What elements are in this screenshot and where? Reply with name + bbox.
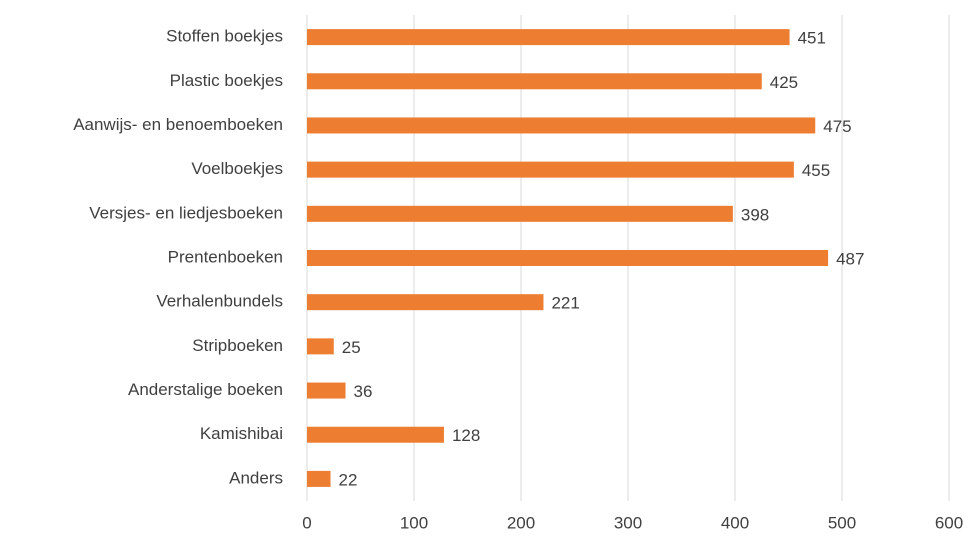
y-tick-label: Anderstalige boeken xyxy=(128,380,283,399)
y-tick-label: Plastic boekjes xyxy=(170,71,283,90)
data-label: 22 xyxy=(339,470,358,489)
x-tick-label: 400 xyxy=(721,513,749,532)
bar xyxy=(307,205,733,222)
x-tick-label: 500 xyxy=(828,513,856,532)
data-label: 425 xyxy=(770,73,798,92)
y-tick-label: Prentenboeken xyxy=(168,247,283,266)
bar xyxy=(307,382,346,399)
data-label: 398 xyxy=(741,205,769,224)
bar xyxy=(307,73,762,90)
bar xyxy=(307,161,794,178)
bar xyxy=(307,294,544,311)
y-tick-label: Aanwijs- en benoemboeken xyxy=(73,115,283,134)
x-tick-label: 300 xyxy=(614,513,642,532)
bar xyxy=(307,470,331,487)
x-tick-label: 600 xyxy=(935,513,963,532)
bar xyxy=(307,117,816,134)
bar xyxy=(307,338,334,355)
x-tick-label: 100 xyxy=(400,513,428,532)
bar xyxy=(307,29,790,46)
x-tick-label: 0 xyxy=(302,513,311,532)
data-label: 25 xyxy=(342,338,361,357)
x-tick-label: 200 xyxy=(507,513,535,532)
y-tick-label: Stoffen boekjes xyxy=(166,27,283,46)
bar xyxy=(307,426,444,443)
data-label: 455 xyxy=(802,161,830,180)
data-label: 487 xyxy=(836,249,864,268)
data-label: 475 xyxy=(823,117,851,136)
y-tick-label: Versjes- en liedjesboeken xyxy=(89,203,283,222)
y-tick-label: Anders xyxy=(229,468,283,487)
y-tick-label: Voelboekjes xyxy=(191,159,283,178)
bar xyxy=(307,250,829,266)
data-label: 36 xyxy=(354,382,373,401)
data-label: 451 xyxy=(798,29,826,48)
y-tick-label: Verhalenbundels xyxy=(156,292,283,311)
y-tick-label: Kamishibai xyxy=(200,424,283,443)
data-label: 221 xyxy=(551,294,579,313)
data-label: 128 xyxy=(452,426,480,445)
y-tick-label: Stripboeken xyxy=(192,336,283,355)
